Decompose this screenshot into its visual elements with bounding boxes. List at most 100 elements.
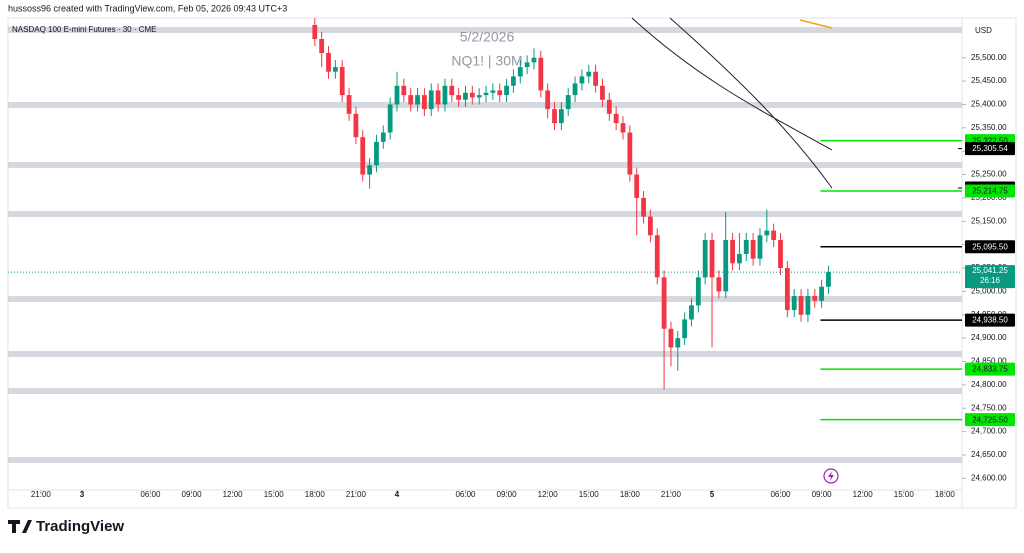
candle-body (819, 286, 825, 301)
candle-body (490, 90, 496, 93)
candle-body (784, 268, 790, 311)
candle-body (511, 76, 516, 86)
candle-body (339, 67, 345, 96)
candle-body (415, 95, 420, 105)
credit: hussoss96 created with TradingView.com, … (8, 3, 287, 13)
candle-body (641, 197, 646, 217)
y-tick-label: 25,500.00 (971, 53, 1007, 62)
candle-body (606, 99, 612, 114)
candle-body (675, 338, 681, 348)
candle-body (565, 95, 571, 110)
y-tick-label: 25,200.00 (971, 193, 1007, 202)
candle-body (812, 296, 818, 301)
watermark-date: 5/2/2026 (460, 29, 515, 45)
candle-body (449, 85, 455, 96)
y-tick-label: 24,850.00 (971, 357, 1007, 366)
level-box (965, 142, 1015, 156)
level-label: 25,214.75 (972, 187, 1008, 196)
candle-body (757, 235, 763, 259)
y-tick-label: 25,450.00 (971, 76, 1007, 85)
level-label: 25,305.54 (972, 144, 1008, 153)
candle-body (647, 216, 653, 236)
y-tick-label: 24,900.00 (971, 333, 1007, 342)
candle-body (346, 95, 352, 114)
level-box (965, 184, 1015, 198)
candle-body (367, 165, 372, 175)
candle-body (805, 296, 811, 315)
candle-body (326, 53, 331, 72)
candle-body (627, 132, 633, 175)
y-tick-label: 25,000.00 (971, 286, 1007, 295)
candle-body (798, 296, 804, 315)
candle-body (442, 85, 448, 105)
channel-line (669, 17, 833, 189)
x-tick-label: 12:00 (538, 490, 559, 499)
level-label: 24,833.75 (972, 365, 1008, 374)
x-tick-label: 3 (80, 490, 85, 499)
candle-body (497, 90, 503, 96)
candle-body (730, 239, 735, 264)
candle-body (504, 85, 509, 96)
candle-body (743, 239, 749, 254)
x-tick-label: 06:00 (770, 490, 791, 499)
level-box (965, 240, 1015, 254)
candle-body (737, 254, 742, 264)
brand: TradingView (36, 518, 124, 535)
candle-body (456, 95, 462, 100)
candle-body (750, 239, 756, 259)
candle-body (524, 62, 530, 68)
x-tick-label: 06:00 (140, 490, 161, 499)
candle-body (476, 95, 482, 98)
level-label: 25,322.50 (972, 136, 1008, 145)
symbol: NASDAQ 100 E-mini Futures · 30 · CME (12, 25, 156, 34)
level-label: 24,938.50 (972, 316, 1008, 325)
x-tick-label: 18:00 (620, 490, 641, 499)
candle-body (552, 109, 557, 124)
candle-body (791, 296, 797, 311)
candle-body (558, 109, 564, 124)
candle-body (538, 57, 544, 91)
candle-body (709, 239, 715, 278)
x-tick-label: 5 (710, 490, 715, 499)
candle-body (319, 39, 325, 54)
x-tick-label: 15:00 (579, 490, 600, 499)
x-tick-label: 18:00 (935, 490, 956, 499)
candle-body (469, 92, 475, 98)
level-label: 24,725.50 (972, 415, 1008, 424)
candle-body (764, 230, 770, 236)
last-price-box (965, 265, 1015, 289)
candles (312, 18, 831, 390)
candle-body (421, 95, 427, 110)
x-tick-label: 12:00 (853, 490, 874, 499)
candle-body (716, 277, 722, 292)
candle-body (826, 272, 831, 287)
x-tick-label: 09:00 (812, 490, 833, 499)
y-tick-label: 24,650.00 (971, 450, 1007, 459)
y-tick-label: 25,150.00 (971, 216, 1007, 225)
candle-body (545, 90, 551, 110)
candle-body (723, 239, 729, 292)
alert-icon-bolt (828, 471, 834, 481)
alert-icon[interactable] (823, 468, 839, 484)
candle-body (360, 137, 366, 175)
indicator-line (799, 19, 833, 29)
candle-body (401, 85, 407, 96)
candle-body (620, 123, 626, 133)
y-tick-label: 24,600.00 (971, 473, 1007, 482)
x-tick-label: 09:00 (182, 490, 203, 499)
candle-body (600, 85, 605, 100)
candle-body (668, 328, 674, 348)
candle-body (572, 83, 578, 96)
level-box (965, 362, 1015, 376)
x-tick-label: 4 (395, 490, 400, 499)
candle-body (586, 71, 592, 77)
watermark-symbol: NQ1! | 30M (451, 53, 522, 69)
candle-body (695, 277, 701, 306)
y-tick-label: 25,400.00 (971, 100, 1007, 109)
candle-body (408, 95, 414, 105)
candle-body (654, 235, 660, 278)
candle-body (394, 85, 400, 105)
level-box (965, 413, 1015, 427)
